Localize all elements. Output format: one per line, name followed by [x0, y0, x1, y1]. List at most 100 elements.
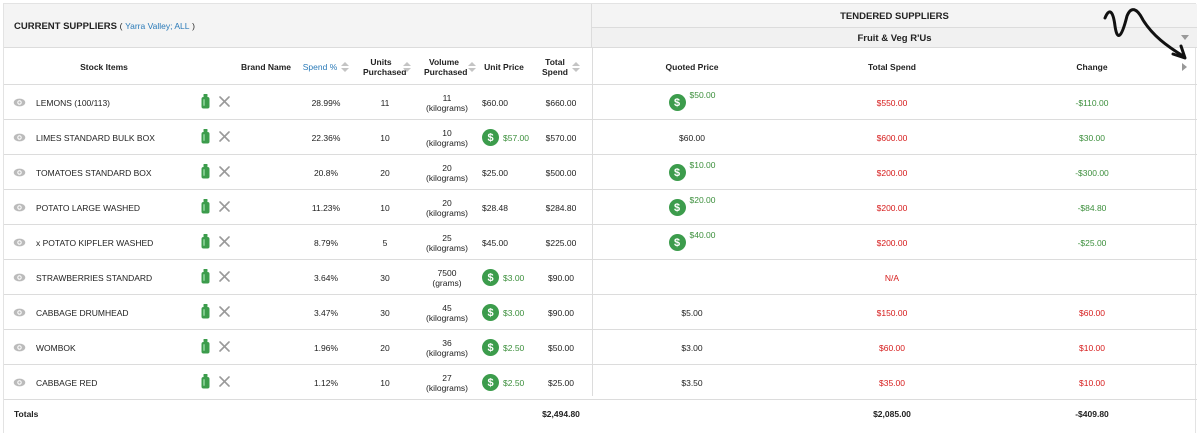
col-change: Change	[1076, 61, 1108, 72]
quoted-price-cell: $ $50.00	[592, 85, 792, 120]
sort-icon[interactable]	[341, 61, 350, 72]
x-icon[interactable]	[219, 131, 230, 142]
eye-icon[interactable]	[13, 271, 26, 284]
bottle-icon[interactable]	[201, 374, 210, 389]
unit-price-cell: $ $3.00	[482, 260, 538, 295]
change-cell: -$25.00	[1077, 237, 1107, 248]
totals-label: Totals	[14, 409, 39, 419]
eye-icon[interactable]	[13, 166, 26, 179]
x-icon[interactable]	[219, 271, 230, 282]
stock-item-name: x POTATO KIPFLER WASHED	[36, 237, 154, 248]
col-spend-pct[interactable]: Spend %	[298, 48, 354, 85]
eye-icon[interactable]	[13, 131, 26, 144]
supplier-comparison-table: CURRENT SUPPLIERS ( Yarra Valley; ALL ) …	[3, 3, 1197, 433]
dollar-badge-icon: $	[482, 269, 499, 286]
col-brand-name: Brand Name	[240, 61, 292, 72]
spend-pct-cell: 1.96%	[313, 342, 339, 353]
volume-cell: 27 (kilograms)	[425, 372, 469, 393]
sort-icon[interactable]	[468, 61, 476, 72]
tender-total-cell: $200.00	[876, 167, 908, 178]
x-icon[interactable]	[219, 236, 230, 247]
col-quoted-price: Quoted Price	[665, 61, 719, 72]
volume-cell: 36 (kilograms)	[425, 337, 469, 358]
unit-price-cell: $25.00	[482, 167, 508, 178]
spend-pct-cell: 28.99%	[311, 97, 341, 108]
bottle-icon[interactable]	[201, 339, 210, 354]
stock-item-name: CABBAGE DRUMHEAD	[36, 307, 129, 318]
unit-price-cell: $ $2.50	[482, 365, 538, 400]
tender-total-cell: N/A	[884, 272, 900, 283]
unit-price-cell: $ $3.00	[482, 295, 538, 330]
col-volume-purchased[interactable]: Volume Purchased	[418, 48, 482, 85]
bottle-icon[interactable]	[201, 164, 210, 179]
col-stock-items: Stock Items	[80, 61, 128, 72]
supplier-selector[interactable]: Fruit & Veg R'Us	[592, 28, 1197, 48]
bottle-icon[interactable]	[201, 269, 210, 284]
x-icon[interactable]	[219, 201, 230, 212]
x-icon[interactable]	[219, 306, 230, 317]
next-supplier-icon[interactable]	[1182, 63, 1187, 71]
x-icon[interactable]	[219, 341, 230, 352]
bottle-icon[interactable]	[201, 304, 210, 319]
quoted-price-cell: $ $40.00	[592, 225, 792, 260]
x-icon[interactable]	[219, 96, 230, 107]
dollar-badge-icon: $	[482, 374, 499, 391]
spend-pct-cell: 3.47%	[313, 307, 339, 318]
table-row: CABBAGE DRUMHEAD 3.47% 30 45 (kilograms)…	[4, 295, 1197, 330]
location-filter-link[interactable]: Yarra Valley; ALL	[125, 21, 190, 31]
volume-cell: 10 (kilograms)	[425, 127, 469, 148]
quoted-price-cell: $ $20.00	[592, 190, 792, 225]
change-cell: -$84.80	[1077, 202, 1107, 213]
eye-icon[interactable]	[13, 306, 26, 319]
total-spend-cell: $500.00	[545, 167, 577, 178]
supplier-name: Fruit & Veg R'Us	[857, 33, 932, 44]
quoted-price-cell	[592, 260, 792, 295]
quoted-price-cell: $ $10.00	[592, 155, 792, 190]
totals-row: Totals $2,494.80 $2,085.00 -$409.80	[4, 396, 1197, 432]
quoted-price-cell: $5.00	[681, 307, 703, 318]
spend-pct-cell: 1.12%	[313, 377, 339, 388]
eye-icon[interactable]	[13, 201, 26, 214]
quoted-price-cell: $3.50	[681, 377, 703, 388]
unit-price-cell: $28.48	[482, 202, 508, 213]
col-units-purchased[interactable]: Units Purchased	[358, 48, 416, 85]
table-row: CABBAGE RED 1.12% 10 27 (kilograms) $ $2.…	[4, 365, 1197, 400]
col-total-spend[interactable]: Total Spend	[534, 48, 588, 85]
totals-tender-spend: $2,085.00	[873, 409, 911, 419]
eye-icon[interactable]	[13, 96, 26, 109]
units-cell: 30	[380, 307, 390, 318]
bottle-icon[interactable]	[201, 199, 210, 214]
tender-total-cell: $200.00	[876, 202, 908, 213]
units-cell: 5	[382, 237, 388, 248]
spend-pct-cell: 20.8%	[313, 167, 339, 178]
stock-item-name: WOMBOK	[36, 342, 76, 353]
units-cell: 10	[380, 377, 390, 388]
change-cell: $10.00	[1079, 377, 1105, 388]
stock-item-name: CABBAGE RED	[36, 377, 98, 388]
sort-icon[interactable]	[572, 61, 580, 72]
tender-total-cell: $35.00	[879, 377, 905, 388]
eye-icon[interactable]	[13, 376, 26, 389]
change-cell: -$110.00	[1075, 97, 1109, 108]
table-row: LEMONS (100/113) 28.99% 11 11 (kilograms…	[4, 85, 1197, 120]
total-spend-cell: $25.00	[548, 377, 574, 388]
caret-down-icon[interactable]	[1181, 35, 1189, 40]
bottle-icon[interactable]	[201, 94, 210, 109]
bottle-icon[interactable]	[201, 129, 210, 144]
col-unit-price: Unit Price	[484, 61, 524, 72]
total-spend-cell: $284.80	[545, 202, 577, 213]
change-cell	[992, 260, 1192, 295]
total-spend-cell: $50.00	[548, 342, 574, 353]
sort-icon[interactable]	[403, 61, 411, 72]
x-icon[interactable]	[219, 376, 230, 387]
stock-item-name: STRAWBERRIES STANDARD	[36, 272, 153, 283]
eye-icon[interactable]	[13, 341, 26, 354]
tender-total-cell: $150.00	[876, 307, 908, 318]
table-row: WOMBOK 1.96% 20 36 (kilograms) $ $2.50 $5…	[4, 330, 1197, 365]
bottle-icon[interactable]	[201, 234, 210, 249]
unit-price-cell: $45.00	[482, 237, 508, 248]
total-spend-cell: $90.00	[548, 307, 574, 318]
x-icon[interactable]	[219, 166, 230, 177]
eye-icon[interactable]	[13, 236, 26, 249]
change-cell: $60.00	[1079, 307, 1105, 318]
